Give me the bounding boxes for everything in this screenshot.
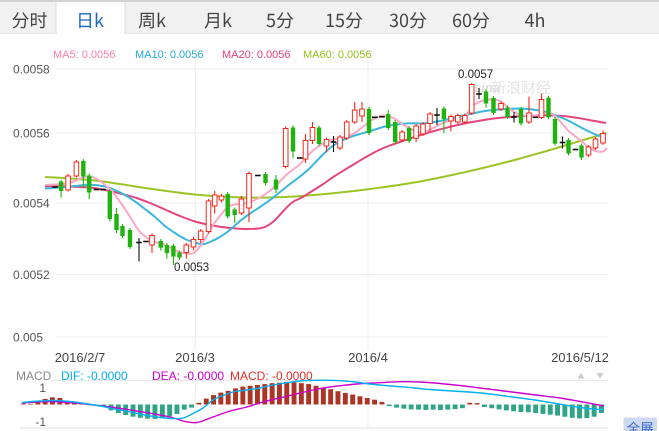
svg-text:0.0052: 0.0052 bbox=[13, 268, 50, 282]
svg-text:MACD: -0.0000: MACD: -0.0000 bbox=[230, 369, 313, 383]
svg-text:2016/3: 2016/3 bbox=[175, 350, 215, 365]
svg-text:0.0057: 0.0057 bbox=[458, 69, 493, 81]
svg-text:MA5: 0.0056: MA5: 0.0056 bbox=[53, 49, 115, 61]
svg-text:0.005: 0.005 bbox=[13, 331, 43, 345]
svg-text:-1: -1 bbox=[35, 415, 46, 429]
svg-text:DIF: -0.0000: DIF: -0.0000 bbox=[61, 369, 128, 383]
svg-text:0.0056: 0.0056 bbox=[13, 127, 50, 141]
svg-text:0.0053: 0.0053 bbox=[174, 262, 209, 274]
svg-text:2016/4: 2016/4 bbox=[348, 350, 388, 365]
svg-text:MA10: 0.0056: MA10: 0.0056 bbox=[135, 49, 204, 61]
svg-text:MA60: 0.0056: MA60: 0.0056 bbox=[303, 49, 372, 61]
svg-text:DEA: -0.0000: DEA: -0.0000 bbox=[152, 369, 224, 383]
svg-text:2016/2/7: 2016/2/7 bbox=[55, 350, 106, 365]
svg-text:0.0058: 0.0058 bbox=[13, 63, 50, 77]
svg-text:0.0054: 0.0054 bbox=[13, 197, 50, 211]
svg-text:MA20: 0.0056: MA20: 0.0056 bbox=[222, 49, 291, 61]
svg-text:MACD: MACD bbox=[16, 369, 52, 383]
svg-text:1: 1 bbox=[39, 381, 46, 395]
svg-text:2016/5/12: 2016/5/12 bbox=[551, 350, 609, 365]
